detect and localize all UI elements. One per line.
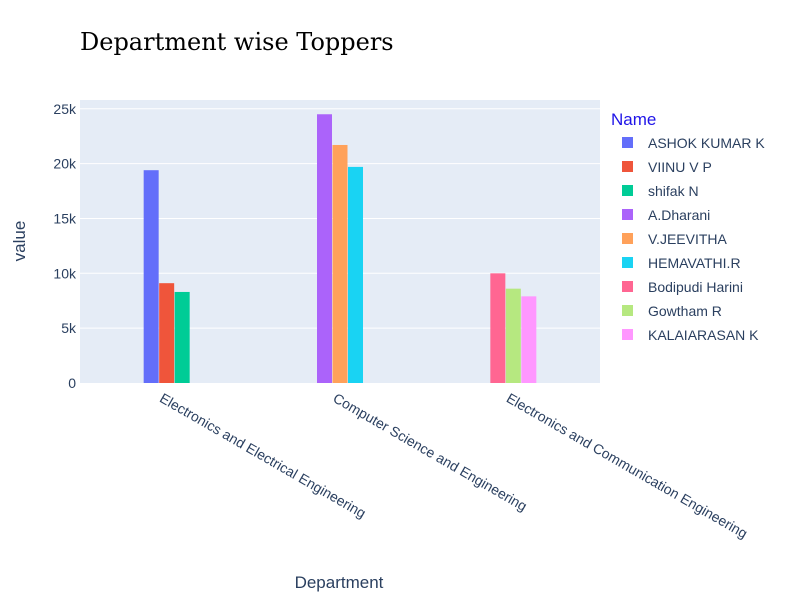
bar[interactable] <box>505 288 521 383</box>
legend-item-label[interactable]: KALAIARASAN K <box>648 327 759 343</box>
legend-item-label[interactable]: ASHOK KUMAR K <box>648 135 765 151</box>
legend-title: Name <box>611 110 656 129</box>
x-tick-label: Electronics and Electrical Engineering <box>157 390 369 521</box>
legend-item-label[interactable]: HEMAVATHI.R <box>648 255 741 271</box>
legend-swatch[interactable] <box>622 185 633 196</box>
x-tick-label: Electronics and Communication Engineerin… <box>504 390 751 542</box>
legend-swatch[interactable] <box>622 137 633 148</box>
legend-swatch[interactable] <box>622 281 633 292</box>
legend-item-label[interactable]: Bodipudi Harini <box>648 279 743 295</box>
bar[interactable] <box>490 273 506 383</box>
y-tick-label: 5k <box>61 320 77 336</box>
legend-item-label[interactable]: VIINU V P <box>648 159 712 175</box>
bar[interactable] <box>159 283 175 383</box>
y-tick-label: 25k <box>53 101 77 117</box>
x-axis-ticks: Electronics and Electrical EngineeringCo… <box>157 390 750 542</box>
bar[interactable] <box>317 114 332 383</box>
bar[interactable] <box>143 170 159 383</box>
bar[interactable] <box>174 291 190 383</box>
chart-title: Department wise Toppers <box>80 28 394 56</box>
bars <box>143 114 537 383</box>
x-tick-label: Computer Science and Engineering <box>331 390 530 514</box>
bar[interactable] <box>348 166 363 383</box>
y-axis-title: value <box>10 221 29 262</box>
y-tick-label: 20k <box>53 156 77 172</box>
legend-swatch[interactable] <box>622 305 633 316</box>
legend: Name ASHOK KUMAR K VIINU V P shifak N A.Dha… <box>611 110 765 343</box>
y-tick-label: 10k <box>53 265 77 281</box>
legend-swatch[interactable] <box>622 329 633 340</box>
y-axis-ticks: 0 5k 10k 15k 20k 25k <box>53 101 77 391</box>
y-tick-label: 0 <box>68 375 76 391</box>
legend-swatch[interactable] <box>622 209 633 220</box>
x-axis-title: Department <box>295 573 384 592</box>
legend-item-label[interactable]: shifak N <box>648 183 699 199</box>
legend-swatch[interactable] <box>622 233 633 244</box>
legend-swatch[interactable] <box>622 161 633 172</box>
legend-swatch[interactable] <box>622 257 633 268</box>
legend-item-label[interactable]: Gowtham R <box>648 303 722 319</box>
y-tick-label: 15k <box>53 210 77 226</box>
bar[interactable] <box>521 296 537 383</box>
legend-item-label[interactable]: V.JEEVITHA <box>648 231 728 247</box>
bar[interactable] <box>332 144 348 383</box>
legend-item-label[interactable]: A.Dharani <box>648 207 710 223</box>
